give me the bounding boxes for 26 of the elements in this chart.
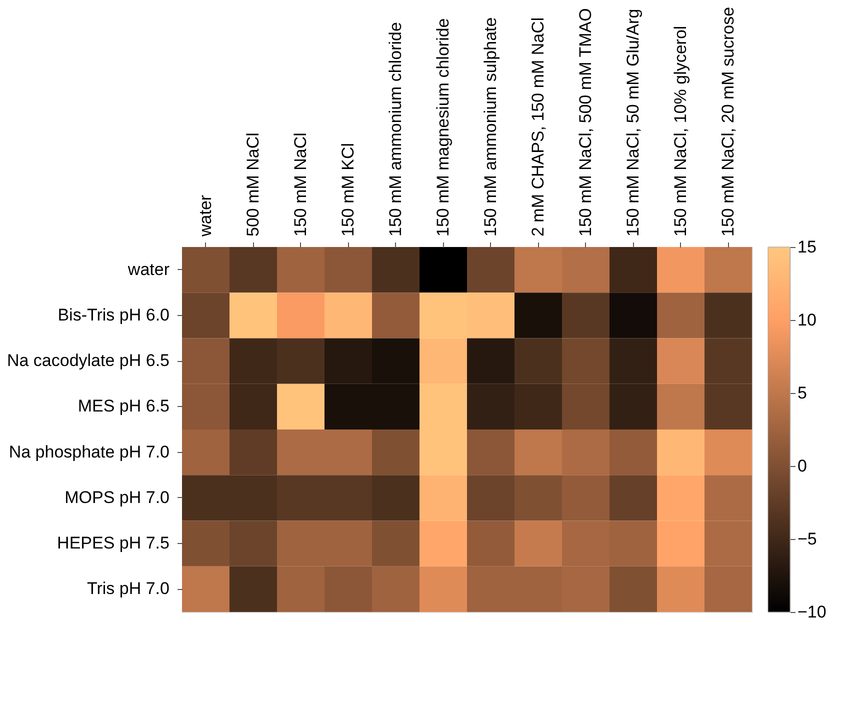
x-tick-label: 150 mM ammonium chloride xyxy=(386,22,405,236)
color-bar-label: −5 xyxy=(798,530,817,548)
x-tick-label: 2 mM CHAPS, 150 mM NaCl xyxy=(528,17,548,236)
y-tick-label: Na phosphate pH 7.0 xyxy=(8,442,170,462)
y-tick-label: Bis-Tris pH 6.0 xyxy=(58,305,170,324)
y-tick-label: Tris pH 7.0 xyxy=(86,579,170,598)
x-tick-label: 150 mM NaCl, 50 mM Glu/Arg xyxy=(623,8,642,236)
y-tick-label: water xyxy=(126,260,170,279)
color-bar-label: 5 xyxy=(798,384,807,402)
color-bar-label: 15 xyxy=(798,238,816,256)
x-tick-label: 500 mM NaCl xyxy=(243,132,262,236)
x-tick-label: 150 mM NaCl xyxy=(290,132,310,236)
x-tick-label: 150 mM NaCl, 500 mM TMAO xyxy=(576,8,595,236)
x-tick-label: 150 mM NaCl, 20 mM sucrose xyxy=(718,6,738,236)
x-tick-label: water xyxy=(196,194,215,238)
color-bar-label: 0 xyxy=(798,456,807,476)
y-tick-label: MES pH 6.5 xyxy=(78,396,170,416)
y-tick-label: Na cacodylate pH 6.5 xyxy=(6,351,170,370)
x-tick-label: 150 mM KCl xyxy=(338,142,358,236)
x-tick-label: 150 mM magnesium chloride xyxy=(433,18,452,236)
color-bar-label: 10 xyxy=(798,310,816,330)
color-bar-label: −10 xyxy=(798,602,826,622)
x-tick-label: 150 mM NaCl, 10% glycerol xyxy=(670,26,690,236)
x-tick-label: 150 mM ammonium sulphate xyxy=(480,17,500,236)
y-tick-label: MOPS pH 7.0 xyxy=(64,488,170,507)
y-tick-label: HEPES pH 7.5 xyxy=(57,534,170,553)
